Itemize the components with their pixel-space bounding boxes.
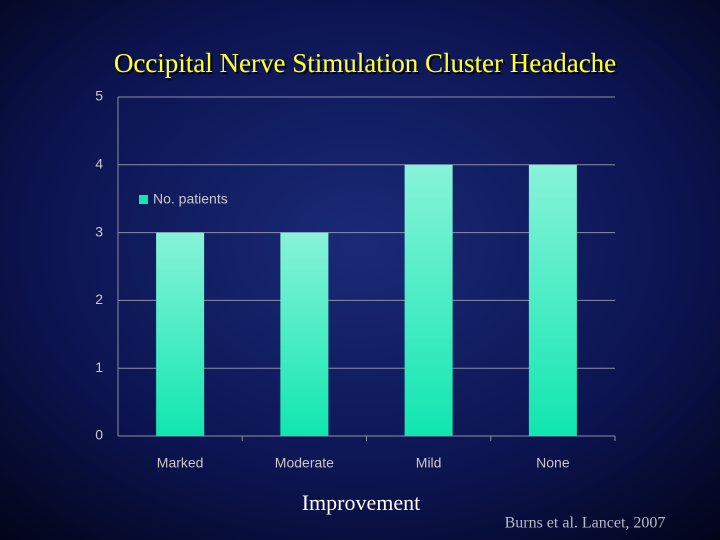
- x-tick-label: Mild: [416, 455, 442, 471]
- y-tick-label: 0: [95, 427, 103, 443]
- x-tick-label: Moderate: [275, 455, 334, 471]
- y-tick-label: 2: [95, 291, 103, 307]
- x-tick-label: None: [536, 455, 570, 471]
- y-tick-label: 3: [95, 223, 103, 239]
- y-tick-label: 4: [95, 156, 103, 172]
- legend-swatch: [139, 195, 148, 204]
- chart-title: Occipital Nerve Stimulation Cluster Head…: [114, 48, 616, 78]
- bar: [528, 164, 577, 437]
- y-tick-label: 1: [95, 359, 103, 375]
- bar: [404, 164, 453, 437]
- bar: [156, 232, 205, 436]
- legend-label: No. patients: [153, 191, 228, 207]
- x-axis-label: Improvement: [302, 490, 421, 515]
- x-tick-label: Marked: [157, 455, 204, 471]
- bar: [280, 232, 329, 436]
- y-tick-label: 5: [95, 88, 103, 104]
- source: Burns et al. Lancet, 2007: [505, 515, 666, 532]
